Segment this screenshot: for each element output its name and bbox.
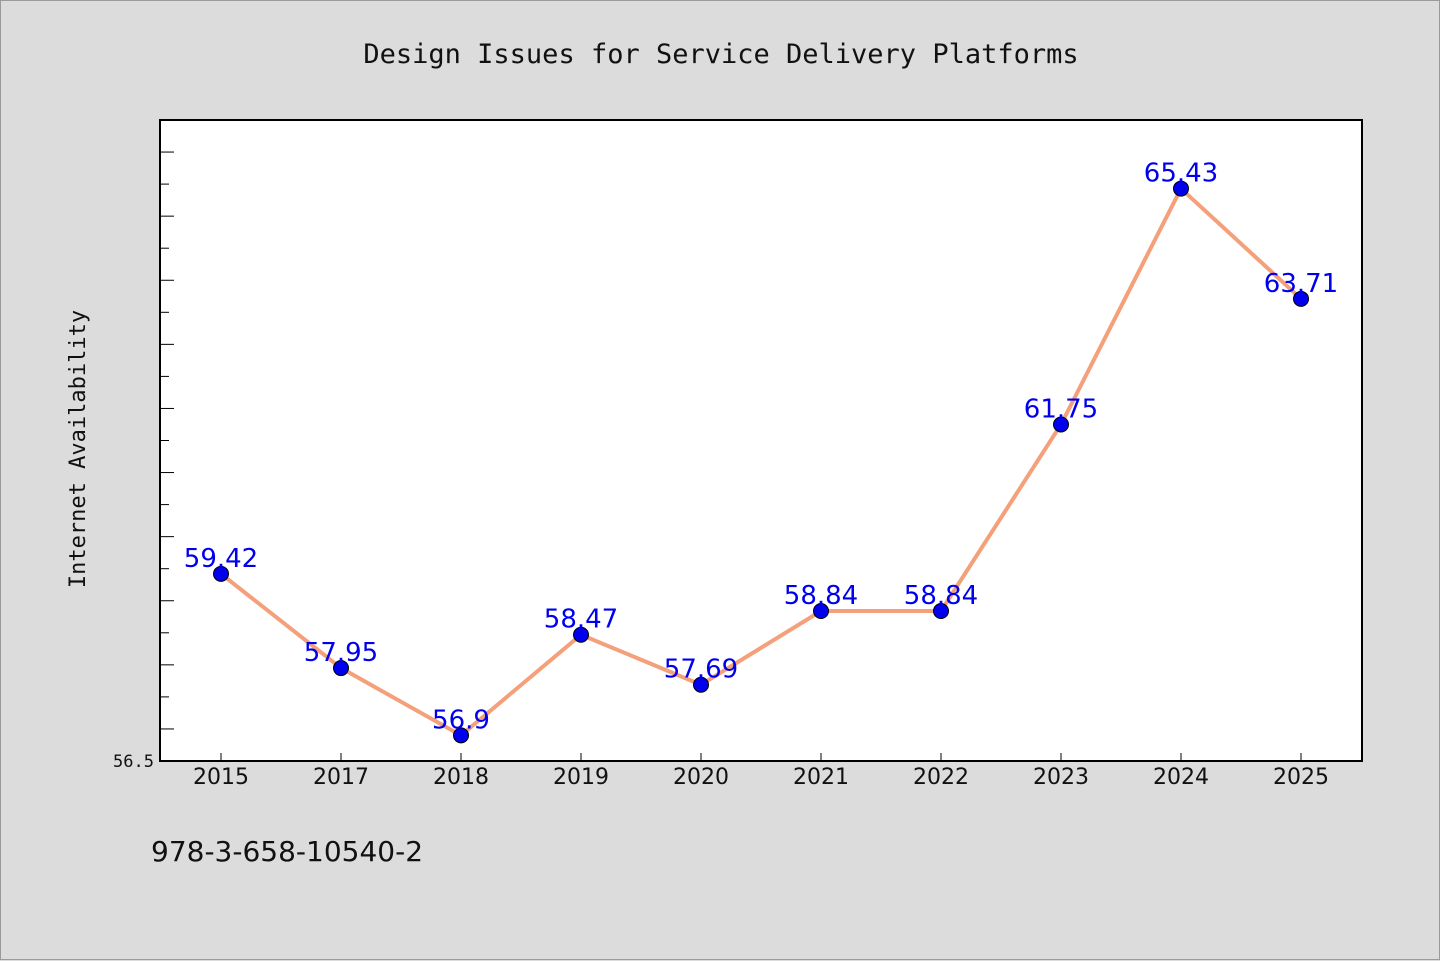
data-point bbox=[1293, 290, 1309, 307]
footer-code: 978-3-658-10540-2 bbox=[151, 835, 424, 868]
y-axis-ticks: 56.5 bbox=[113, 119, 174, 772]
data-point bbox=[1053, 416, 1069, 433]
data-point bbox=[693, 676, 709, 693]
data-point bbox=[453, 727, 469, 744]
data-label: 57.69 bbox=[664, 655, 738, 685]
data-label: 58.47 bbox=[544, 605, 618, 635]
y-axis-label: Internet Availability bbox=[66, 310, 91, 588]
data-point bbox=[573, 626, 589, 643]
data-point bbox=[333, 660, 349, 677]
x-tick-label: 2024 bbox=[1153, 765, 1209, 790]
x-tick-label: 2018 bbox=[433, 765, 489, 790]
data-label: 57.95 bbox=[304, 638, 378, 668]
x-axis-ticks: 2015 2017 2018 2019 2020 2021 2022 2023 2024 2025 bbox=[193, 753, 1329, 790]
data-point bbox=[1173, 180, 1189, 197]
x-tick-label: 2015 bbox=[193, 765, 249, 790]
x-tick-label: 2020 bbox=[673, 765, 729, 790]
data-label: 59.42 bbox=[184, 544, 258, 574]
x-tick-label: 2022 bbox=[913, 765, 969, 790]
data-label: 65.43 bbox=[1144, 159, 1218, 189]
x-tick-label: 2019 bbox=[553, 765, 609, 790]
x-tick-label: 2017 bbox=[313, 765, 369, 790]
data-point bbox=[933, 603, 949, 620]
data-label: 58.84 bbox=[784, 581, 858, 611]
x-tick-label: 2025 bbox=[1273, 765, 1329, 790]
series-line bbox=[219, 186, 1303, 738]
y-tick-label: 56.5 bbox=[113, 752, 154, 772]
chart-title: Design Issues for Service Delivery Platf… bbox=[363, 39, 1078, 70]
data-label: 63.71 bbox=[1264, 269, 1338, 299]
x-tick-label: 2021 bbox=[793, 765, 849, 790]
data-label: 61.75 bbox=[1024, 394, 1098, 424]
data-label: 56.9 bbox=[432, 705, 490, 735]
data-point bbox=[213, 565, 229, 582]
data-label: 58.84 bbox=[904, 581, 978, 611]
x-tick-label: 2023 bbox=[1033, 765, 1089, 790]
series-group: 59.42 57.95 56.9 58.47 57.69 58.84 58.84 61.75 6… bbox=[184, 159, 1338, 744]
data-point bbox=[813, 603, 829, 620]
